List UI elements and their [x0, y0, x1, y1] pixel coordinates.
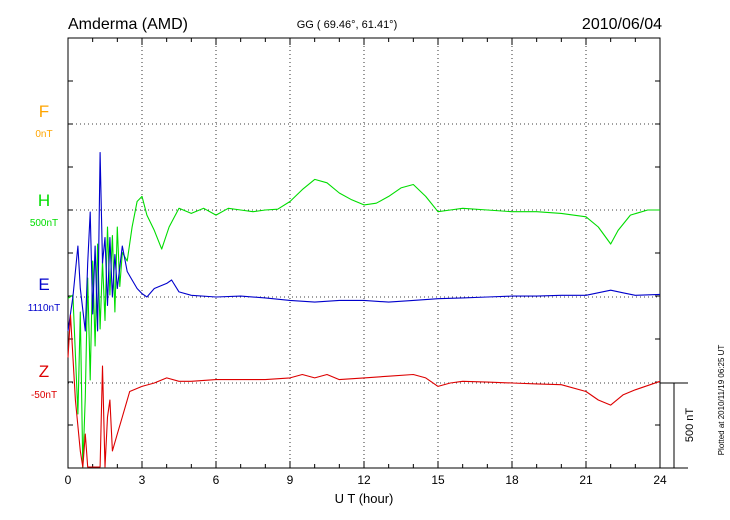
x-tick-label: 6: [213, 473, 220, 487]
x-tick-label: 0: [65, 473, 72, 487]
x-tick-label: 18: [505, 473, 519, 487]
scale-bar-label: 500 nT: [684, 408, 696, 443]
x-axis-label: U T (hour): [335, 491, 394, 506]
series-line-Z: [67, 314, 661, 468]
plot-date: 2010/06/04: [582, 16, 662, 33]
component-name-H: H: [38, 191, 50, 210]
component-labels: F 0nT H 500nT E 1110nT Z -50nT: [28, 102, 60, 401]
x-tick-label: 9: [287, 473, 294, 487]
x-tick-label: 21: [579, 473, 593, 487]
series-line-H: [67, 178, 660, 468]
component-baseline-F: 0nT: [35, 129, 52, 140]
x-tick-label: 12: [357, 473, 371, 487]
station-title: Amderma (AMD): [68, 16, 188, 33]
series-group: [67, 151, 661, 468]
component-baseline-Z: -50nT: [31, 390, 57, 401]
component-name-Z: Z: [39, 362, 49, 381]
station-coords: GG ( 69.46°, 61.41°): [297, 19, 398, 31]
plotted-at-note: Plotted at 2010/11/19 06:25 UT: [717, 345, 726, 456]
component-name-F: F: [39, 102, 49, 121]
x-tick-label: 24: [653, 473, 667, 487]
component-baseline-E: 1110nT: [28, 303, 60, 314]
x-tick-label: 15: [431, 473, 445, 487]
axis-ticks: 0 3 6 9 12 15 18 21 24: [65, 38, 667, 487]
scale-bar: 500 nT: [660, 382, 696, 469]
series-line-E: [67, 151, 661, 332]
component-baseline-H: 500nT: [30, 218, 58, 229]
x-tick-label: 3: [139, 473, 146, 487]
component-name-E: E: [38, 275, 49, 294]
grid-lines: [68, 38, 660, 468]
